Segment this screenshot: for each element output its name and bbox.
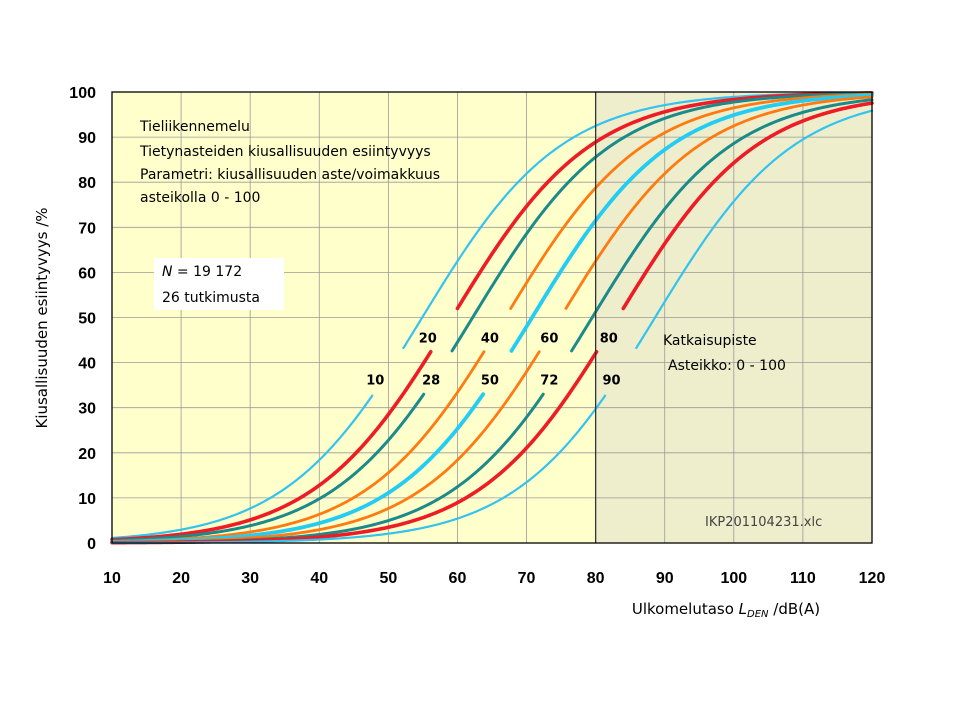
info-line-1: Tieliikennemelu <box>139 119 250 135</box>
x-axis-label-var: L <box>739 600 747 618</box>
curve-72-upper <box>570 98 874 353</box>
curve-label-28: 28 <box>422 374 440 389</box>
cutoff-scale: Asteikko: 0 - 100 <box>668 358 786 374</box>
x-tick-label: 70 <box>518 570 536 587</box>
x-tick-label: 100 <box>720 570 747 587</box>
y-tick-label: 10 <box>78 491 96 508</box>
cutoff-title: Katkaisupiste <box>663 333 757 349</box>
y-tick-labels: 0 10 20 30 40 50 60 70 80 90 100 <box>69 85 96 553</box>
x-tick-label: 30 <box>241 570 259 587</box>
y-tick-label: 100 <box>69 85 96 102</box>
curve-label-80: 80 <box>600 331 618 346</box>
n-box <box>154 258 284 310</box>
curve-40-upper <box>509 92 874 310</box>
x-axis-label-sub: DEN <box>747 609 769 620</box>
curve-28-upper <box>450 91 874 353</box>
info-line-3: Parametri: kiusallisuuden aste/voimakkuu… <box>140 167 440 183</box>
curve-90-upper <box>635 109 874 350</box>
curves <box>110 91 874 545</box>
x-tick-label: 10 <box>103 570 121 587</box>
curve-20-lower <box>110 349 433 542</box>
y-tick-label: 20 <box>78 446 96 463</box>
curve-28-lower <box>110 392 426 543</box>
x-tick-labels: 10 20 30 40 50 60 70 80 90 100 110 120 <box>103 570 885 587</box>
curve-label-20: 20 <box>419 331 437 346</box>
y-axis-label: Kiusallisuuden esiintyvyys /% <box>33 207 51 428</box>
info-line-4: asteikolla 0 - 100 <box>140 190 260 206</box>
file-reference: IKP201104231.xlc <box>705 515 822 530</box>
y-tick-label: 30 <box>78 401 96 418</box>
x-tick-label: 20 <box>172 570 190 587</box>
x-tick-label: 120 <box>859 570 886 587</box>
y-tick-label: 70 <box>78 220 96 237</box>
studies-line: 26 tutkimusta <box>162 290 260 306</box>
y-tick-label: 80 <box>78 175 96 192</box>
plot-border <box>111 91 873 544</box>
info-line-2: Tietynasteiden kiusallisuuden esiintyvyy… <box>139 144 431 160</box>
x-tick-label: 40 <box>310 570 328 587</box>
n-value: = 19 172 <box>172 264 242 280</box>
curve-label-90: 90 <box>602 374 620 389</box>
y-tick-label: 50 <box>78 311 96 328</box>
x-axis-label-suffix: /dB(A) <box>769 600 821 618</box>
curve-label-40: 40 <box>481 331 499 346</box>
x-axis-label: Ulkomelutaso LDEN /dB(A) <box>632 600 820 620</box>
curve-60-upper <box>564 95 874 310</box>
curve-10-lower <box>110 394 374 540</box>
x-tick-label: 110 <box>790 570 816 587</box>
y-tick-label: 90 <box>78 130 96 147</box>
y-tick-label: 60 <box>78 265 96 282</box>
curve-80-upper <box>621 101 874 311</box>
x-tick-label: 90 <box>656 570 674 587</box>
x-tick-label: 50 <box>379 570 397 587</box>
x-axis-label-prefix: Ulkomelutaso <box>632 600 739 618</box>
curve-label-10: 10 <box>366 374 384 389</box>
y-tick-label: 40 <box>78 356 96 373</box>
y-tick-label: 0 <box>87 536 96 553</box>
x-tick-label: 80 <box>587 570 605 587</box>
curve-label-50: 50 <box>481 374 499 389</box>
n-italic: N <box>162 264 173 280</box>
n-line: N = 19 172 <box>162 264 242 280</box>
curve-label-72: 72 <box>540 374 558 389</box>
x-tick-label: 60 <box>449 570 467 587</box>
curve-label-60: 60 <box>540 331 558 346</box>
curve-labels: 10 20 28 40 50 60 72 80 90 <box>366 331 620 388</box>
curve-50-upper <box>509 93 874 353</box>
